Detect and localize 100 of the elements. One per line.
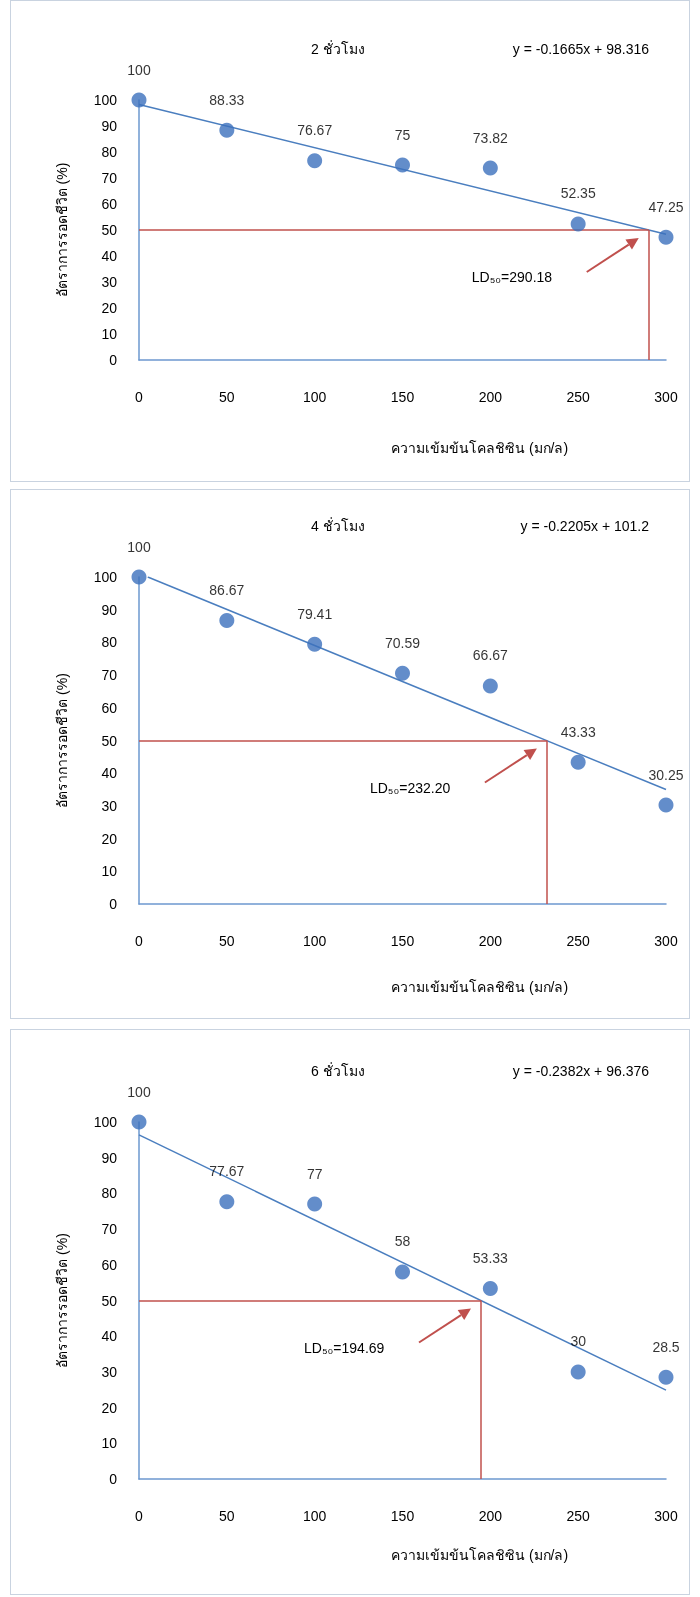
y-axis-title: อัตราการรอดชีวิต (%)	[54, 162, 70, 298]
point	[482, 160, 498, 176]
y-tick-label: 0	[109, 1471, 118, 1487]
data-label: 66.67	[472, 647, 509, 664]
data-label: 76.67	[297, 122, 333, 139]
x-axis-title: ความเข้มข้นโคลชิซิน (มก/ล)	[391, 979, 569, 995]
text: y = -0.2382x + 96.376	[512, 1063, 650, 1079]
y-tick-label: 70	[101, 1221, 118, 1238]
y-tick-label: 90	[101, 118, 118, 134]
point	[307, 636, 323, 652]
x-tick-label: 200	[478, 389, 503, 405]
x-tick-label: 300	[654, 389, 678, 405]
point	[570, 754, 586, 770]
x-tick-label: 100	[302, 1508, 327, 1524]
x-axis-title: ความเข้มข้นโคลชิซิน (มก/ล)	[391, 440, 569, 456]
y-tick-label: 60	[101, 699, 118, 716]
data-label: 52.35	[560, 185, 596, 202]
annotation: LD₅₀=290.18	[471, 269, 553, 285]
point	[395, 665, 410, 681]
text: y = -0.2205x + 101.2	[520, 518, 650, 534]
x-tick-label: 250	[566, 1508, 591, 1524]
chart-title: 4 ชั่วโมง	[311, 517, 365, 534]
y-tick-label: 20	[101, 300, 118, 316]
x-tick-label: 250	[566, 933, 591, 949]
data-label: 30	[570, 1333, 587, 1350]
y-tick-label: 40	[101, 248, 118, 264]
x-tick-label: 0	[135, 933, 144, 949]
y-tick-label: 100	[93, 1114, 118, 1130]
data-label: 53.33	[472, 1250, 509, 1267]
data-label: 77.67	[209, 1163, 245, 1180]
x-tick-label: 50	[219, 1508, 235, 1524]
point	[658, 1369, 674, 1385]
point	[658, 797, 674, 813]
data-label: 86.67	[209, 582, 245, 599]
x-tick-label: 200	[478, 933, 503, 949]
point	[219, 1194, 235, 1210]
point	[482, 1281, 498, 1297]
y-tick-label: 40	[101, 765, 118, 782]
x-tick-label: 150	[390, 389, 415, 405]
x-tick-label: 0	[135, 1508, 144, 1524]
data-label: 43.33	[560, 723, 596, 740]
y-tick-label: 100	[93, 569, 118, 585]
y-tick-label: 30	[101, 1363, 118, 1380]
y-tick-label: 90	[101, 1149, 118, 1166]
y-tick-label: 50	[101, 732, 118, 749]
annotation: LD₅₀=232.20	[369, 779, 451, 796]
point	[482, 678, 498, 694]
y-tick-label: 10	[101, 863, 118, 880]
y-tick-label: 70	[101, 667, 118, 684]
x-tick-label: 50	[219, 389, 235, 405]
point	[131, 92, 147, 108]
y-axis-title: อัตราการรอดชีวิต (%)	[54, 673, 70, 808]
x-axis-title: ความเข้มข้นโคลชิซิน (มก/ล)	[391, 1547, 569, 1563]
data-label: 88.33	[209, 91, 245, 108]
point	[131, 569, 147, 585]
x-tick-label: 0	[135, 389, 144, 405]
y-tick-label: 0	[109, 352, 118, 368]
x-tick-label: 100	[302, 933, 327, 949]
y-tick-label: 40	[101, 1328, 118, 1345]
data-label: 75	[394, 126, 411, 143]
y-tick-label: 0	[109, 896, 118, 912]
point	[570, 216, 586, 232]
y-tick-label: 60	[101, 196, 118, 212]
data-label: 47.25	[648, 198, 684, 215]
chart-title: 2 ชั่วโมง	[311, 40, 365, 57]
data-label: 79.41	[297, 605, 333, 622]
y-tick-label: 80	[101, 634, 118, 651]
y-tick-label: 20	[101, 830, 118, 847]
y-tick-label: 90	[101, 601, 118, 618]
x-tick-label: 300	[654, 1508, 678, 1524]
x-tick-label: 200	[478, 1508, 503, 1524]
y-tick-label: 30	[101, 274, 118, 290]
x-tick-label: 150	[390, 1508, 415, 1524]
y-axis-title: อัตราการรอดชีวิต (%)	[54, 1233, 70, 1368]
data-label: 77	[306, 1165, 323, 1182]
y-tick-label: 80	[101, 144, 118, 160]
data-label: 100	[127, 61, 151, 78]
x-tick-label: 250	[566, 389, 591, 405]
data-label: 70.59	[384, 634, 421, 651]
text: y = -0.1665x + 98.316	[512, 41, 650, 57]
x-tick-label: 100	[302, 389, 327, 405]
point	[219, 122, 235, 138]
point	[307, 153, 323, 169]
y-tick-label: 30	[101, 797, 118, 814]
point	[658, 229, 674, 245]
point	[131, 1114, 147, 1130]
y-tick-label: 100	[93, 92, 118, 108]
x-tick-label: 150	[390, 933, 415, 949]
data-label: 100	[127, 1083, 151, 1100]
x-tick-label: 50	[219, 933, 235, 949]
y-tick-label: 50	[101, 1292, 118, 1309]
point	[570, 1364, 586, 1380]
data-label: 100	[127, 538, 151, 555]
y-tick-label: 20	[101, 1399, 118, 1416]
y-tick-label: 70	[101, 170, 118, 186]
data-label: 73.82	[472, 129, 509, 146]
data-label: 58	[394, 1233, 411, 1250]
x-tick-label: 300	[654, 933, 678, 949]
chart-title: 6 ชั่วโมง	[311, 1062, 365, 1079]
y-tick-label: 60	[101, 1256, 118, 1273]
